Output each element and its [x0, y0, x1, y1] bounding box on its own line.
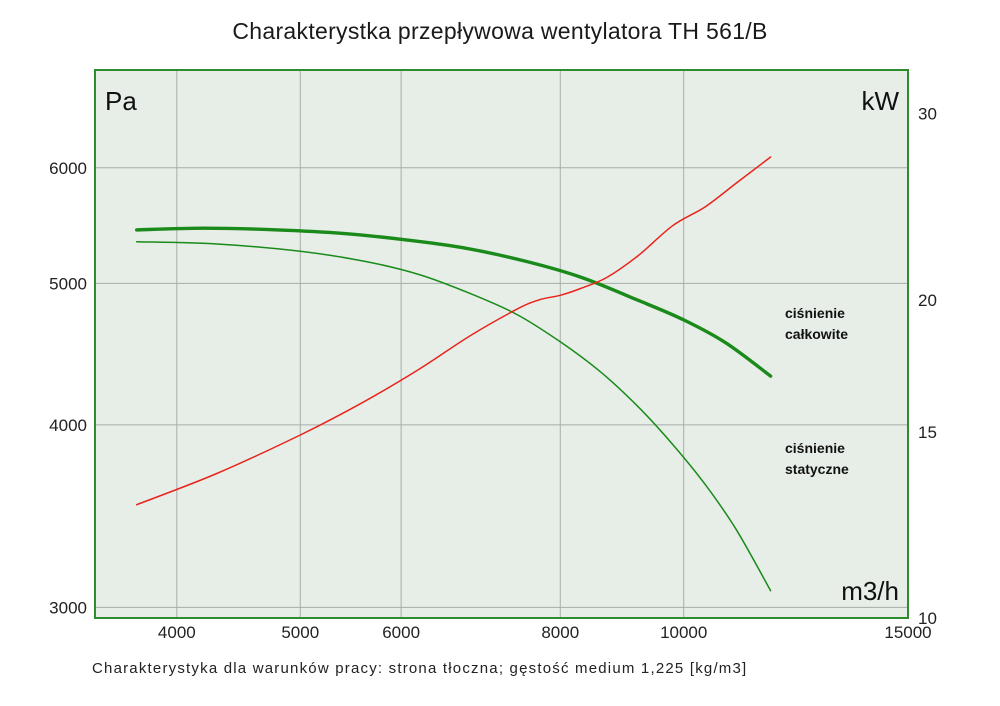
x-tick-label: 5000 [281, 623, 319, 642]
y-unit-label: Pa [105, 86, 137, 116]
series-label-static-line-1: ciśnienie [785, 440, 845, 456]
series-label-total-line-2: całkowite [785, 326, 848, 342]
grid [95, 70, 908, 618]
plot-frame [94, 69, 909, 619]
series-lines [135, 156, 773, 592]
y2-unit-label: kW [861, 86, 899, 116]
x-tick-label: 4000 [158, 623, 196, 642]
y-tick-label: 4000 [49, 416, 87, 435]
x-unit-label: m3/h [841, 576, 899, 606]
x-tick-label: 15000 [884, 623, 931, 642]
y2-tick-label: 20 [918, 291, 937, 310]
chart-footnote: Charakterystyka dla warunków pracy: stro… [92, 660, 748, 677]
y-tick-label: 3000 [49, 598, 87, 617]
series-label-static-line-2: statyczne [785, 461, 849, 477]
chart-title: Charakterystka przepływowa wentylatora T… [232, 18, 768, 44]
tick-labels: 4000 5000 6000 8000 10000 15000 3000 4000 5000 60… [49, 105, 937, 642]
y2-tick-label: 15 [918, 423, 937, 442]
x-tick-label: 6000 [382, 623, 420, 642]
y2-tick-label: 30 [918, 105, 937, 124]
total-pressure-line [135, 226, 773, 378]
y-tick-label: 6000 [49, 159, 87, 178]
y2-tick-label: 10 [918, 609, 937, 628]
plot-area [95, 70, 908, 618]
x-tick-label: 10000 [660, 623, 707, 642]
series-label-total-line-1: ciśnienie [785, 305, 845, 321]
x-tick-label: 8000 [541, 623, 579, 642]
static-pressure-line [135, 240, 772, 592]
power-line [135, 156, 772, 506]
y-tick-label: 5000 [49, 274, 87, 293]
